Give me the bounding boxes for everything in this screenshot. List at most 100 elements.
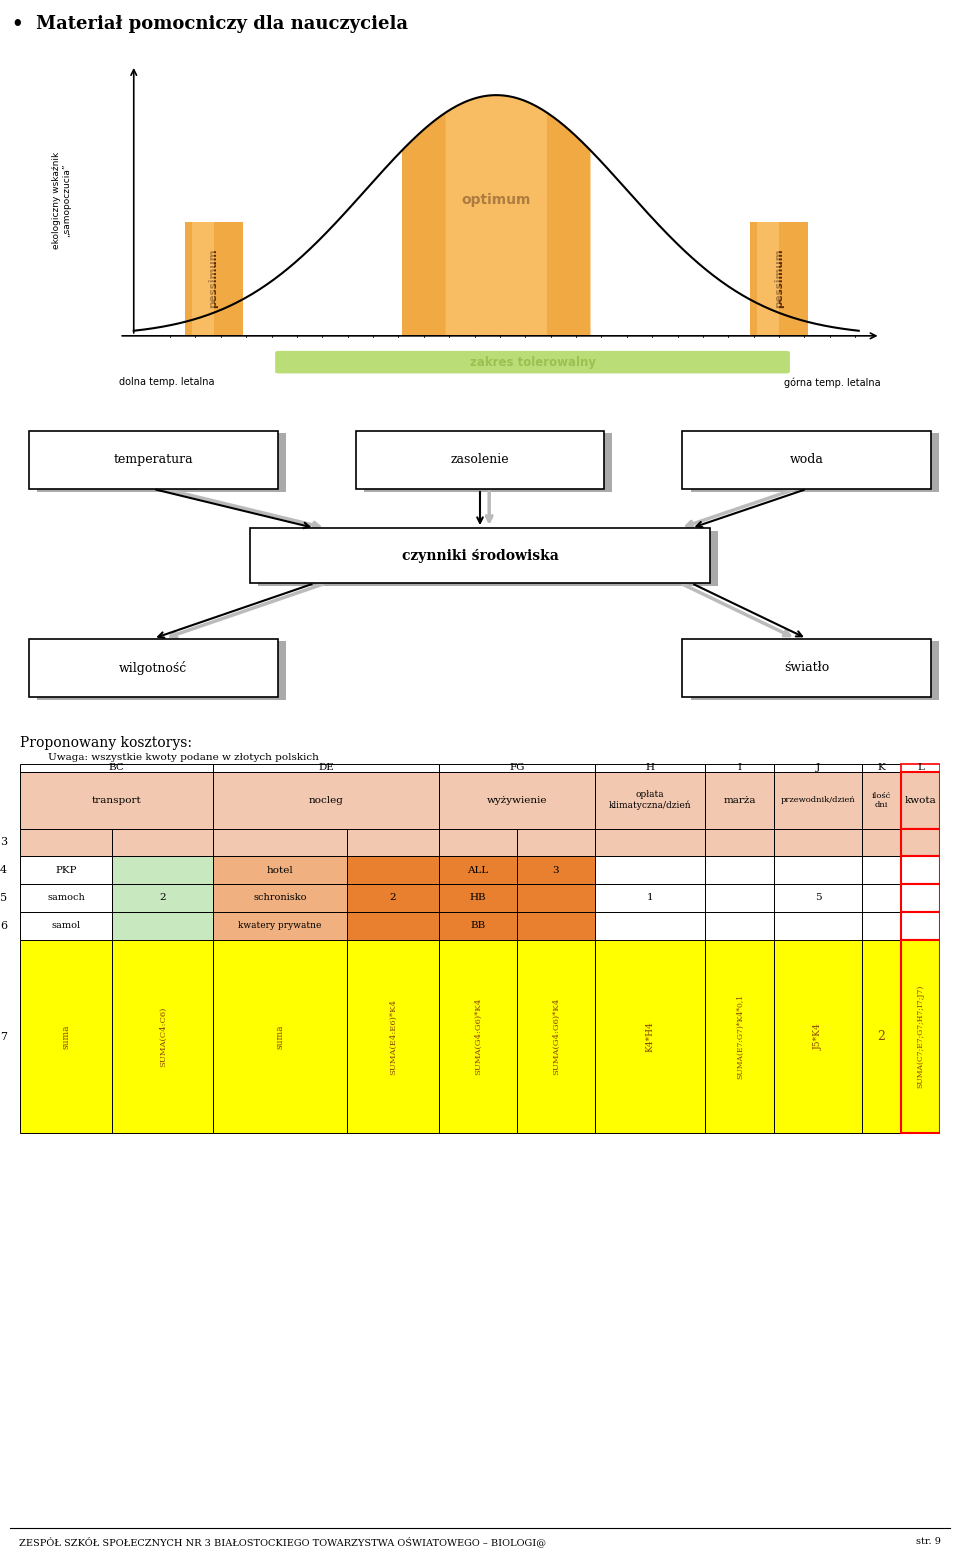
Text: samol: samol [52,921,81,930]
Text: 2: 2 [877,1030,885,1044]
Text: J5*K4: J5*K4 [814,1023,823,1050]
Text: 5: 5 [0,893,7,902]
Bar [516,884,595,912]
Text: schronisko: schronisko [253,893,306,902]
Bar [595,884,706,912]
Bar [192,222,213,335]
Text: str. 9: str. 9 [916,1537,941,1545]
Bar [690,641,939,700]
Bar [213,829,347,856]
Text: suma: suma [276,1025,284,1048]
Bar [706,829,775,856]
Bar [516,912,595,940]
Bar [213,884,347,912]
Text: 2: 2 [390,893,396,902]
Text: SUMA(G4:G6)*K4: SUMA(G4:G6)*K4 [473,999,482,1075]
Text: wilgotność: wilgotność [119,660,187,674]
Text: 4: 4 [0,865,7,874]
Text: marża: marża [724,795,756,804]
Text: kwota: kwota [905,795,937,804]
FancyBboxPatch shape [276,351,790,373]
Bar [112,829,213,856]
Text: BC: BC [108,764,125,772]
Bar [775,884,862,912]
Bar [595,772,706,829]
Text: ekologiczny wskaźnik
„samopoczucia”: ekologiczny wskaźnik „samopoczucia” [52,152,71,248]
Bar [775,940,862,1134]
Text: górna temp. letalna: górna temp. letalna [784,377,880,388]
Text: 7: 7 [0,1031,7,1042]
Text: optimum: optimum [462,194,531,208]
Bar [775,829,862,856]
Bar [750,222,808,335]
Bar [862,764,901,772]
Bar [595,940,706,1134]
Bar [775,764,862,772]
Bar [20,940,112,1134]
Bar [20,772,213,829]
Bar [683,638,931,697]
Text: 5: 5 [815,893,822,902]
Text: 3: 3 [0,837,7,848]
Bar [213,912,347,940]
Text: SUMA(C7;E7;G7;H7;I7;J7): SUMA(C7;E7;G7;H7;I7;J7) [917,985,924,1089]
Bar [516,856,595,884]
Text: PKP: PKP [56,865,77,874]
Bar [213,856,347,884]
Bar [775,772,862,829]
Bar [595,829,706,856]
Text: Uwaga: wszystkie kwoty podane w złotych polskich: Uwaga: wszystkie kwoty podane w złotych … [48,753,319,763]
Bar [706,764,775,772]
Bar [184,222,243,335]
Bar [706,884,775,912]
Bar [901,856,940,884]
Bar [439,764,595,772]
Text: BB: BB [470,921,486,930]
Bar [706,772,775,829]
Bar [901,940,940,1134]
Text: SUMA(E7:G7)*K4*0,1: SUMA(E7:G7)*K4*0,1 [736,994,744,1079]
Bar [439,912,516,940]
Bar [20,884,112,912]
Text: K4*H4: K4*H4 [646,1022,655,1051]
Bar [901,772,940,829]
Bar [516,940,595,1134]
Text: zakres tolerowalny: zakres tolerowalny [469,356,595,368]
Bar [439,856,516,884]
Bar [29,638,277,697]
Bar [775,912,862,940]
Polygon shape [402,95,590,335]
Text: 1: 1 [647,893,654,902]
Text: wyżywienie: wyżywienie [487,795,547,804]
Bar [595,856,706,884]
Bar [439,940,516,1134]
Text: SUMA(G4:G6)*K4: SUMA(G4:G6)*K4 [552,999,560,1075]
Bar [775,856,862,884]
Bar [20,829,112,856]
Bar [595,764,706,772]
Text: 6: 6 [0,921,7,930]
Bar [347,940,439,1134]
Bar [706,856,775,884]
Bar [706,912,775,940]
Text: HB: HB [469,893,486,902]
Bar [250,528,710,584]
Text: SUMA(E4:E6)*K4: SUMA(E4:E6)*K4 [389,999,396,1075]
Text: woda: woda [790,453,824,466]
Bar [901,829,940,856]
Bar [112,940,213,1134]
Text: DE: DE [318,764,334,772]
Text: ZESPÓŁ SZKÓŁ SPOŁECZNYCH NR 3 BIAŁOSTOCKIEGO TOWARZYSTWA OŚWIATOWEGO – BIOLOGI@: ZESPÓŁ SZKÓŁ SPOŁECZNYCH NR 3 BIAŁOSTOCK… [19,1536,546,1547]
Bar [258,531,718,585]
Bar [706,940,775,1134]
Bar [356,430,604,489]
Text: 3: 3 [553,865,560,874]
Bar [690,433,939,492]
Text: przewodnik/dzień: przewodnik/dzień [780,797,855,804]
Text: J: J [816,764,820,772]
Bar [862,884,901,912]
Text: I: I [738,764,742,772]
Bar [29,430,277,489]
Text: opłata
klimatyczna/dzień: opłata klimatyczna/dzień [609,790,691,811]
Bar [347,829,439,856]
